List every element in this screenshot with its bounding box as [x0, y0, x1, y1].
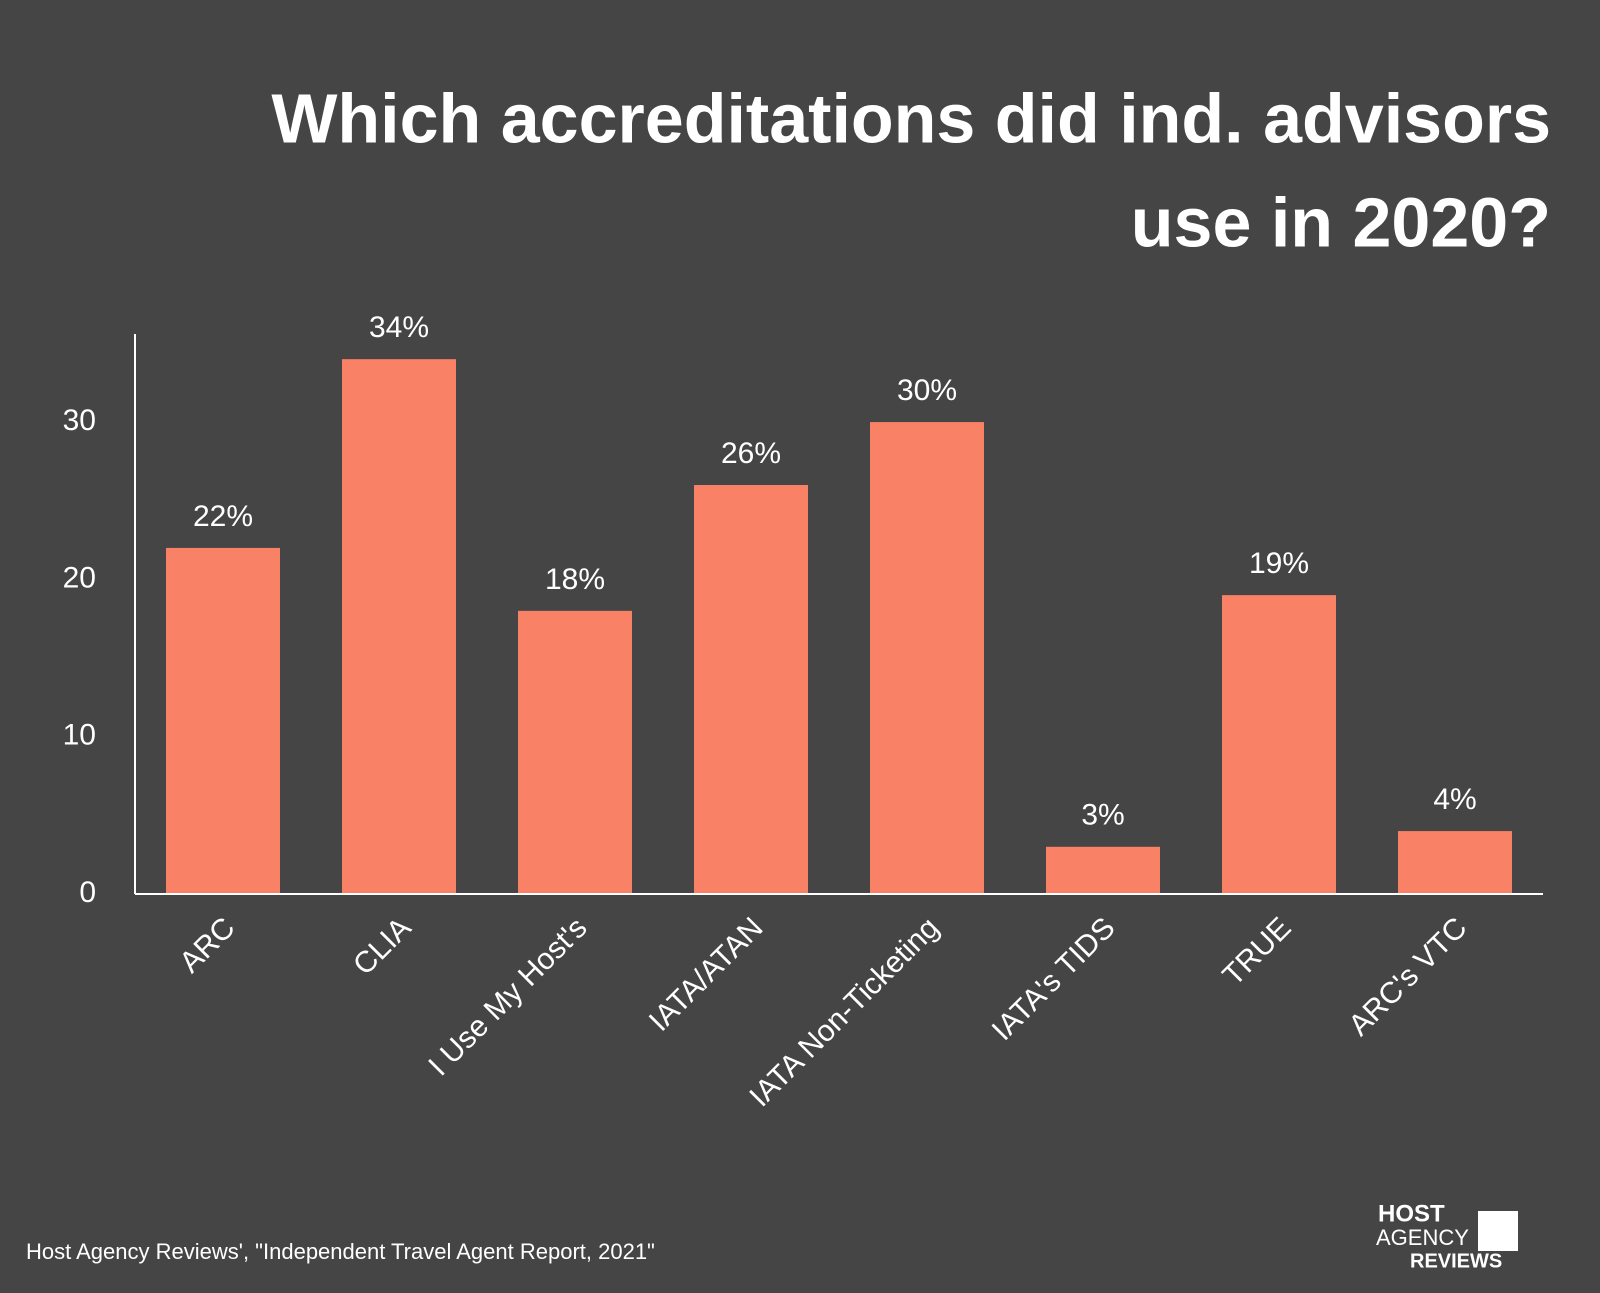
value-label: 4% [1433, 783, 1476, 816]
bar [342, 359, 456, 894]
logo-truck [1478, 1211, 1518, 1251]
bar [518, 610, 632, 894]
y-tick-label: 30 [63, 404, 96, 437]
value-label: 22% [193, 500, 253, 533]
chart-title: use in 2020? [1131, 183, 1551, 261]
bar [870, 422, 984, 894]
chart-title: Which accreditations did ind. advisors [271, 79, 1551, 157]
value-label: 34% [369, 311, 429, 344]
y-tick-label: 10 [63, 719, 96, 752]
logo-text: REVIEWS [1410, 1250, 1502, 1272]
value-label: 30% [897, 374, 957, 407]
logo-text: AGENCY [1376, 1225, 1469, 1250]
bar [1222, 595, 1336, 894]
bar [166, 547, 280, 894]
bar [694, 485, 808, 894]
value-label: 26% [721, 437, 781, 470]
logo: HOST AGENCY REVIEWS [1376, 1200, 1518, 1272]
y-tick-label: 0 [79, 876, 96, 909]
logo-text: HOST [1378, 1200, 1445, 1227]
value-label: 18% [545, 563, 605, 596]
source-note: Host Agency Reviews', "Independent Trave… [26, 1239, 655, 1264]
value-label: 19% [1249, 547, 1309, 580]
value-label: 3% [1081, 799, 1124, 832]
y-tick-label: 20 [63, 561, 96, 594]
bar [1398, 831, 1512, 894]
bar [1046, 846, 1160, 894]
